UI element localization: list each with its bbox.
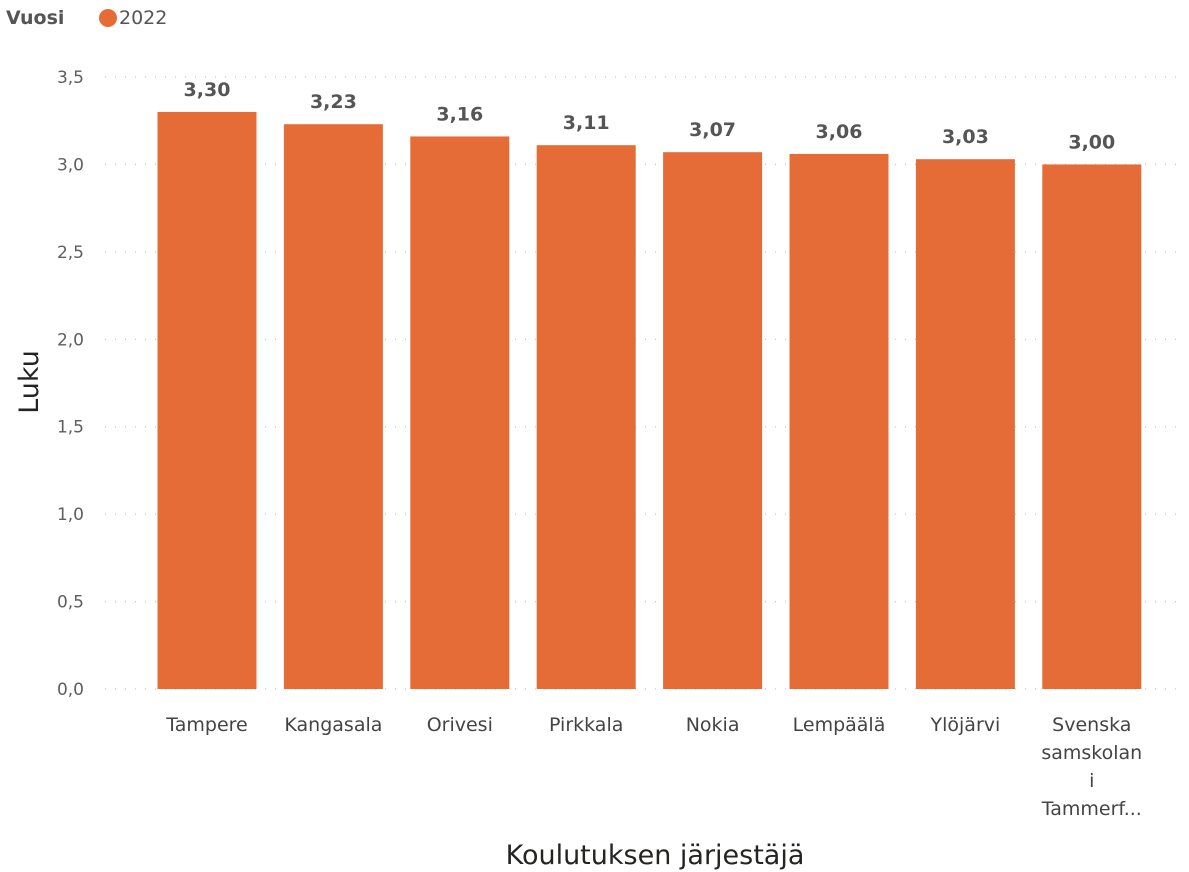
- data-label: 3,07: [689, 119, 736, 141]
- data-label: 3,23: [310, 91, 357, 113]
- bar-4[interactable]: [536, 145, 636, 690]
- data-label: 3,30: [184, 79, 231, 101]
- legend-title: Vuosi: [6, 7, 64, 29]
- bar-8[interactable]: [1042, 164, 1142, 689]
- bar-5[interactable]: [663, 152, 763, 689]
- data-label: 3,03: [942, 126, 989, 148]
- legend-marker-2022: [99, 9, 117, 27]
- legend: Vuosi 2022: [6, 7, 167, 29]
- data-label: 3,11: [563, 112, 610, 134]
- data-label: 3,16: [436, 103, 483, 125]
- gridlines: [105, 76, 1185, 690]
- y-axis-ticks: 0,0 0,5 1,0 1,5 2,0 2,5 3,0 3,5: [57, 68, 84, 700]
- bars: [157, 111, 1142, 690]
- x-tick-label: Kangasala: [284, 714, 382, 736]
- x-tick-label: Svenska samskolan i Tammerf...: [1041, 714, 1142, 820]
- x-tick-label: Orivesi: [427, 714, 493, 736]
- data-label: 3,00: [1068, 131, 1115, 153]
- x-tick-label: Nokia: [686, 714, 740, 736]
- x-tick-label: Lempäälä: [793, 714, 886, 736]
- bar-1[interactable]: [157, 111, 257, 689]
- bar-2[interactable]: [283, 124, 383, 689]
- y-tick-label: 2,5: [57, 243, 84, 263]
- x-axis-ticks: Tampere Kangasala Orivesi Pirkkala Nokia Lemp…: [165, 714, 1142, 820]
- x-tick-label: Ylöjärvi: [930, 714, 1001, 736]
- y-tick-label: 3,0: [57, 155, 84, 175]
- data-labels: 3,30 3,23 3,16 3,11 3,07 3,06 3,03 3,00: [184, 79, 1116, 153]
- bar-3[interactable]: [410, 136, 510, 690]
- y-tick-label: 3,5: [57, 68, 84, 88]
- bar-7[interactable]: [915, 159, 1015, 689]
- y-tick-label: 0,5: [57, 593, 84, 613]
- y-tick-label: 2,0: [57, 330, 84, 350]
- x-tick-label: Pirkkala: [549, 714, 623, 736]
- y-axis-title: Luku: [14, 350, 45, 414]
- bar-6[interactable]: [789, 153, 889, 690]
- y-tick-label: 0,0: [57, 680, 84, 700]
- legend-item-2022[interactable]: 2022: [119, 7, 167, 29]
- y-tick-label: 1,5: [57, 418, 84, 438]
- data-label: 3,06: [816, 121, 863, 143]
- x-tick-label: Tampere: [165, 714, 247, 736]
- x-axis-title: Koulutuksen järjestäjä: [506, 840, 805, 871]
- y-tick-label: 1,0: [57, 505, 84, 525]
